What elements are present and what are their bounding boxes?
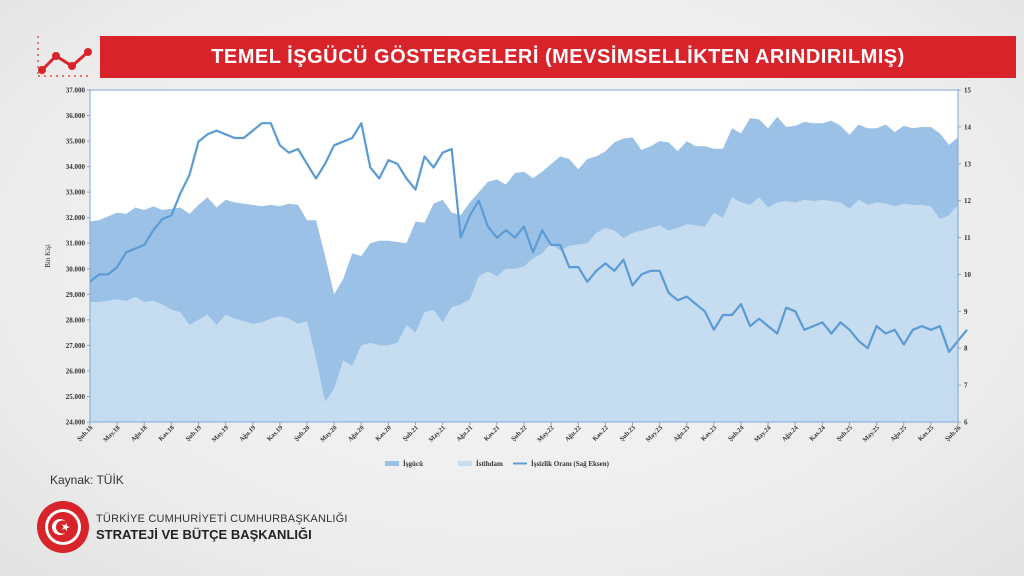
x-tick-label: Ağu.23 [672,424,691,443]
legend-item: İşsizlik Oranı (Sağ Eksen) [513,460,610,468]
y-tick-label: 31.000 [66,240,86,248]
legend-swatch [385,461,399,466]
x-tick-label: Şub.23 [619,424,638,443]
y-tick-label: 27.000 [66,342,86,350]
series-line-unemployment-rate [89,122,968,353]
y2-tick-label: 11 [964,234,971,242]
organization-line2: STRATEJİ VE BÜTÇE BAŞKANLIĞI [96,526,312,542]
x-tick-label: Ağu.19 [238,424,257,443]
y2-tick-label: 8 [964,345,968,353]
y-tick-label: 35.000 [66,138,86,146]
legend-label: İstihdam [476,460,503,468]
x-tick-label: Ağu.20 [347,424,366,443]
x-tick-label: May.24 [753,424,773,444]
source-note: Kaynak: TÜİK [50,473,124,487]
x-tick-label: Kas.25 [917,424,936,443]
x-tick-label: May.23 [645,424,665,444]
y-tick-label: 28.000 [66,316,86,324]
y-tick-label: 37.000 [66,87,86,95]
legend-label: İşsizlik Oranı (Sağ Eksen) [531,460,610,468]
y-tick-label: 36.000 [66,112,86,120]
x-tick-label: Kas.22 [591,424,609,442]
x-tick-label: May.21 [428,424,447,443]
x-tick-label: Şub.25 [836,424,855,443]
y2-tick-label: 7 [964,382,968,390]
x-tick-label: Şub.19 [185,424,204,443]
y2-tick-label: 10 [964,271,972,279]
x-tick-label: May.18 [102,424,122,444]
x-tick-label: Ağu.18 [130,424,149,443]
x-tick-label: May.22 [536,424,555,443]
x-tick-label: Şub.22 [510,424,528,442]
y-tick-label: 33.000 [66,189,86,197]
x-tick-label: Şub.20 [293,424,311,442]
x-tick-label: Kas.19 [266,424,285,443]
organization-logo [37,501,89,553]
y-tick-label: 26.000 [66,367,86,375]
y-tick-label: 34.000 [66,163,86,171]
x-tick-label: Kas.23 [700,424,719,443]
x-tick-label: Kas.21 [483,424,501,442]
y2-tick-label: 13 [964,160,972,168]
legend: İşgücü İstihdam İşsizlik Oranı (Sağ Eksen) [385,460,610,468]
x-tick-label: Kas.24 [808,424,827,443]
y-tick-label: 30.000 [66,265,86,273]
chart-trend-icon [37,36,92,77]
x-tick-label: May.25 [862,424,882,444]
legend-item: İşgücü [385,460,423,468]
x-tick-label: Şub.21 [402,424,420,442]
x-tick-label: Kas.18 [157,424,176,443]
legend-item: İstihdam [458,460,503,468]
x-tick-label: Ağu.25 [889,424,908,443]
x-tick-label: Şub.24 [727,424,746,443]
x-tick-label: May.19 [211,424,231,444]
x-tick-label: Kas.20 [374,424,392,442]
slide-title: TEMEL İŞGÜCÜ GÖSTERGELERİ (MEVSİMSELLİKT… [100,36,1016,78]
y-tick-label: 29.000 [66,291,86,299]
x-tick-label: Ağu.24 [781,424,800,443]
y-axis-title: Bin Kişi [44,244,52,268]
x-tick-label: Ağu.22 [564,424,583,443]
x-tick-label: Şub.26 [944,424,963,443]
y2-tick-label: 15 [964,87,972,95]
series-area-employment [90,197,958,422]
y-tick-label: 24.000 [66,419,86,427]
y2-tick-label: 12 [964,197,972,205]
x-tick-label: Şub.18 [76,424,95,443]
x-tick-label: May.20 [319,424,338,443]
plot-area [89,90,968,423]
legend-label: İşgücü [403,460,423,468]
legend-swatch [458,461,472,466]
organization-block: TÜRKİYE CUMHURİYETİ CUMHURBAŞKANLIĞI STR… [36,500,348,554]
y2-tick-label: 14 [964,123,972,131]
y2-tick-label: 6 [964,419,968,427]
y2-tick-label: 9 [964,308,968,316]
y-tick-label: 32.000 [66,214,86,222]
x-tick-label: Ağu.21 [455,424,474,443]
y-tick-label: 25.000 [66,393,86,401]
organization-line1: TÜRKİYE CUMHURİYETİ CUMHURBAŞKANLIĞI [96,512,348,525]
